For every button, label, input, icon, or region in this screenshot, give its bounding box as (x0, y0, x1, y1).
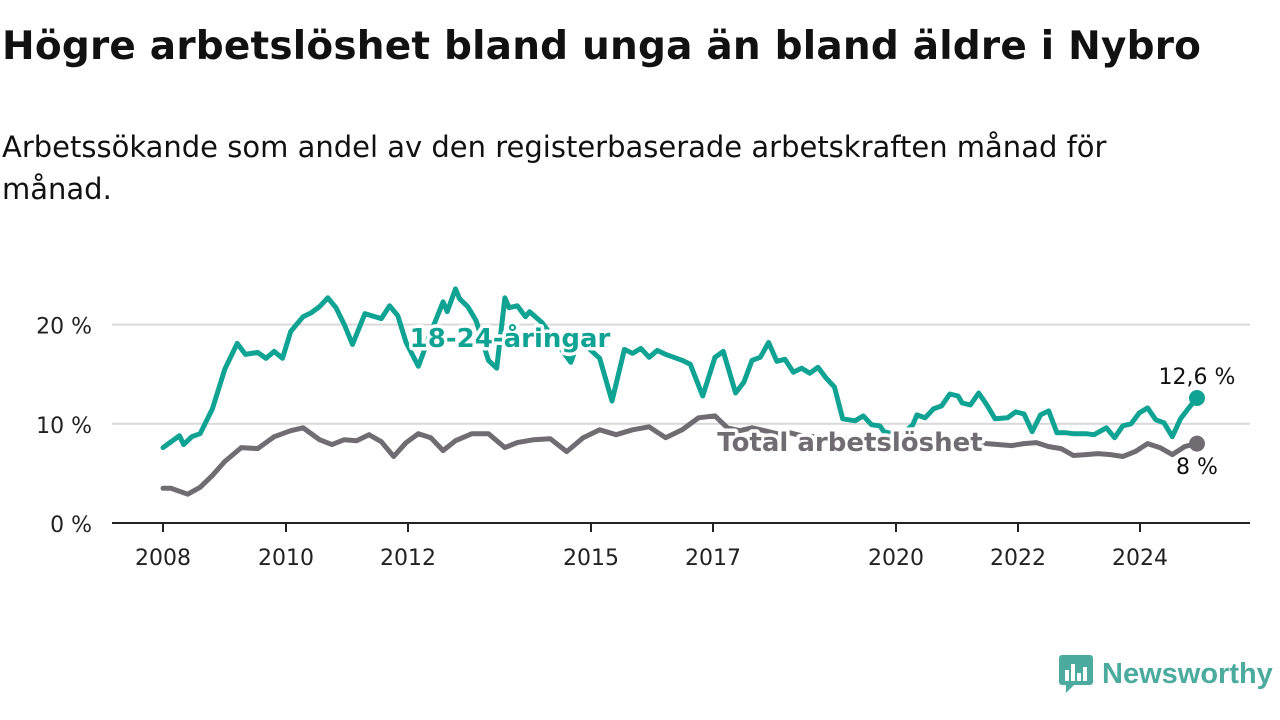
series-name-youth: 18-24-åringar (410, 322, 611, 354)
end-value-halo: 8 % (1176, 455, 1218, 480)
end-value-total: 8 % (1176, 455, 1218, 480)
y-tick-label: 0 % (50, 513, 92, 538)
y-tick-label: 20 % (36, 315, 92, 340)
series-layer (160, 286, 1205, 497)
x-tick-label: 2022 (990, 546, 1046, 571)
end-value-halo: 12,6 % (1159, 365, 1236, 390)
x-tick-label: 2012 (380, 546, 436, 571)
x-tick-label: 2008 (135, 546, 191, 571)
x-tick-label: 2010 (258, 546, 314, 571)
newsworthy-logo: Newsworthy (1058, 654, 1273, 694)
series-endpoint (1189, 390, 1205, 407)
end-value-youth: 12,6 % (1159, 365, 1236, 390)
newsworthy-wordmark: Newsworthy (1102, 657, 1273, 690)
series-line-youth (160, 286, 1200, 451)
y-tick-label: 10 % (36, 414, 92, 439)
chart-title: Högre arbetslöshet bland unga än bland ä… (2, 24, 1202, 69)
series-endpoint (1189, 435, 1205, 452)
x-tick-label: 2015 (563, 546, 619, 571)
x-tick-label: 2017 (685, 546, 741, 571)
x-tick-label: 2024 (1112, 546, 1168, 571)
newsworthy-logo-icon (1059, 655, 1093, 693)
chart-subtitle: Arbetssökande som andel av den registerb… (2, 130, 1107, 206)
grid-layer (112, 323, 1250, 425)
series-name-total: Total arbetslöshet (717, 428, 982, 458)
series-line-total (160, 413, 1200, 497)
axis-layer: 0 % 10 % 20 % 2008 2010 2012 2015 2017 2020 2022 2… (36, 315, 1250, 571)
x-tick-label: 2020 (868, 546, 924, 571)
series-name-halo: 18-24-åringar (410, 322, 611, 354)
series-name-halo: Total arbetslöshet (717, 428, 982, 458)
